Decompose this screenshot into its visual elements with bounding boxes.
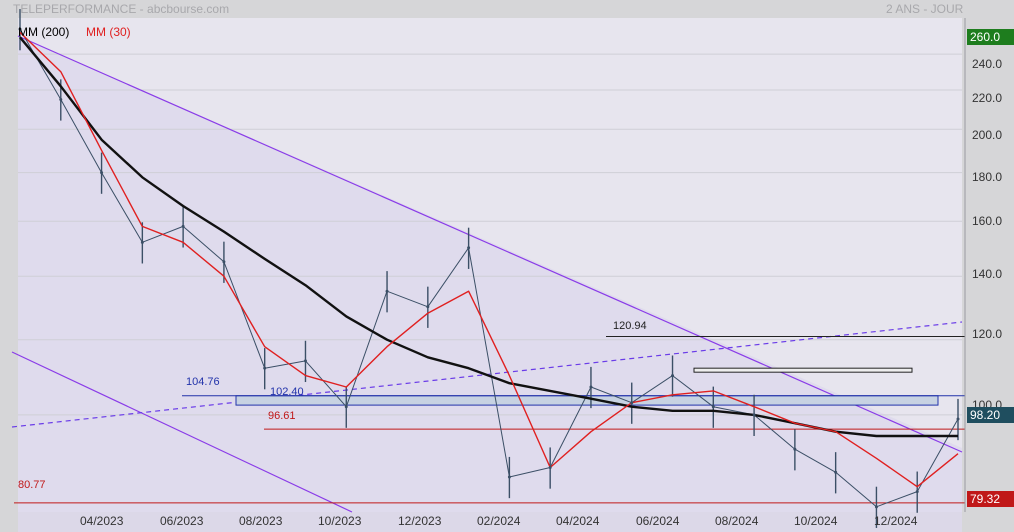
trend-channel-fill xyxy=(18,36,962,532)
y-tick-200: 200.0 xyxy=(972,128,1003,142)
price-point-4 xyxy=(181,224,185,228)
level-96-label: 96.61 xyxy=(268,410,296,422)
y-tick-240: 240.0 xyxy=(972,57,1003,71)
price-point-19 xyxy=(793,447,797,451)
price-point-18 xyxy=(752,413,756,417)
price-point-0 xyxy=(18,27,22,31)
price-point-3 xyxy=(140,240,144,244)
price-high-badge: 260.0 xyxy=(967,29,1014,45)
chart-title: TELEPERFORMANCE - abcbourse.com xyxy=(13,2,230,16)
x-tick-04-2024: 04/2024 xyxy=(556,514,600,528)
x-tick-12-2023: 12/2023 xyxy=(398,514,442,528)
price-point-17 xyxy=(711,405,715,409)
price-point-1 xyxy=(59,97,63,101)
price-point-22 xyxy=(915,490,919,494)
legend-ma30: MM (30) xyxy=(86,25,131,39)
y-tick-220: 220.0 xyxy=(972,91,1003,105)
price-point-13 xyxy=(548,466,552,470)
y-tick-120: 120.0 xyxy=(972,327,1003,341)
y-tick-140: 140.0 xyxy=(972,267,1003,281)
level-120-label: 120.94 xyxy=(613,320,647,332)
x-tick-12-2024: 12/2024 xyxy=(874,514,918,528)
price-point-9 xyxy=(385,289,389,293)
x-tick-08-2024: 08/2024 xyxy=(715,514,759,528)
price-point-23 xyxy=(956,417,960,421)
x-tick-10-2023: 10/2023 xyxy=(318,514,362,528)
price-point-5 xyxy=(222,260,226,264)
y-tick-180: 180.0 xyxy=(972,170,1003,184)
price-point-8 xyxy=(344,405,348,409)
price-point-10 xyxy=(426,305,430,309)
level-104-label: 104.76 xyxy=(186,376,220,388)
x-tick-02-2024: 02/2024 xyxy=(477,514,521,528)
price-point-15 xyxy=(630,401,634,405)
x-tick-04-2023: 04/2023 xyxy=(80,514,124,528)
level-102-label: 102.40 xyxy=(270,386,304,398)
price-point-21 xyxy=(874,505,878,509)
price-point-14 xyxy=(589,385,593,389)
price-point-2 xyxy=(100,171,104,175)
price-point-6 xyxy=(263,366,267,370)
price-point-20 xyxy=(834,470,838,474)
resistance-box xyxy=(693,367,913,373)
legend-ma200: MM (200) xyxy=(18,25,70,39)
y-tick-160: 160.0 xyxy=(972,214,1003,228)
x-tick-10-2024: 10/2024 xyxy=(794,514,838,528)
trend-channel-upper xyxy=(17,35,963,453)
price-point-12 xyxy=(507,475,511,479)
x-tick-08-2023: 08/2023 xyxy=(239,514,283,528)
trend-channel-lower xyxy=(11,351,353,513)
x-tick-06-2024: 06/2024 xyxy=(636,514,680,528)
last-price-badge: 98.20 xyxy=(967,407,1014,423)
price-point-16 xyxy=(671,374,675,378)
ma30-line xyxy=(19,31,959,488)
price-low-badge: 79.32 xyxy=(967,491,1014,507)
price-point-7 xyxy=(303,359,307,363)
price-line xyxy=(19,28,959,508)
x-tick-06-2023: 06/2023 xyxy=(160,514,204,528)
chart-period: 2 ANS - JOUR xyxy=(886,2,964,16)
price-point-11 xyxy=(467,246,471,250)
level-80-label: 80.77 xyxy=(18,479,46,491)
